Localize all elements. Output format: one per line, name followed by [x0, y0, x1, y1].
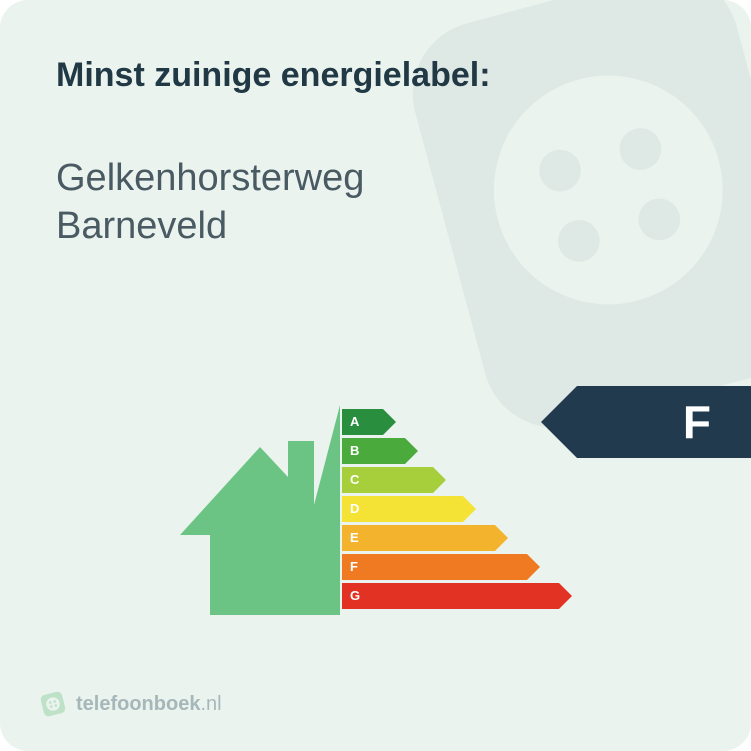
bar-letter: C	[350, 467, 359, 493]
rating-arrow-shape	[541, 386, 751, 458]
brand-text: telefoonboek.nl	[76, 693, 222, 716]
brand-tld: .nl	[200, 693, 221, 715]
page-title: Minst zuinige energielabel:	[56, 56, 695, 95]
house-icon	[180, 405, 340, 615]
bar-letter: G	[350, 583, 360, 609]
bar-letter: E	[350, 525, 359, 551]
brand-icon	[37, 688, 69, 720]
street-name: Gelkenhorsterweg	[56, 155, 695, 203]
bar-arrow-shape	[342, 554, 540, 580]
energy-label-card: Minst zuinige energielabel: Gelkenhorste…	[0, 0, 751, 751]
bar-arrow-shape	[342, 525, 508, 551]
rating-indicator: F	[541, 386, 751, 458]
location-subtitle: Gelkenhorsterweg Barneveld	[56, 155, 695, 250]
city-name: Barneveld	[56, 203, 695, 251]
bar-arrow-shape	[342, 496, 476, 522]
brand-name: telefoonboek	[76, 693, 200, 715]
bar-letter: A	[350, 409, 359, 435]
bar-letter: B	[350, 438, 359, 464]
content-area: Minst zuinige energielabel: Gelkenhorste…	[0, 0, 751, 751]
bar-letter: F	[350, 554, 358, 580]
footer-brand: telefoonboek.nl	[40, 691, 222, 717]
rating-letter: F	[683, 386, 711, 458]
bar-arrow-shape	[342, 583, 572, 609]
bar-letter: D	[350, 496, 359, 522]
